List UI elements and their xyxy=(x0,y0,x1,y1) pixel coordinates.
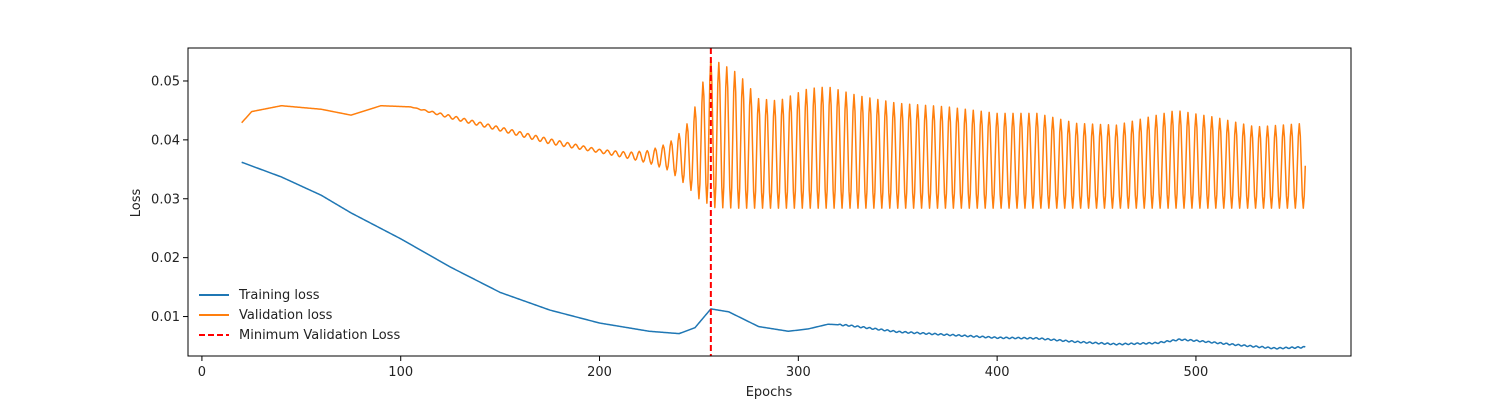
x-tick-label: 500 xyxy=(1184,365,1209,380)
validation-loss-line xyxy=(241,57,1307,209)
y-tick-label: 0.04 xyxy=(151,133,180,148)
legend: Training loss Validation loss Minimum Va… xyxy=(199,288,400,343)
y-tick-label: 0.05 xyxy=(151,74,180,89)
y-tick-label: 0.02 xyxy=(151,251,180,266)
legend-label-validation: Validation loss xyxy=(239,308,333,323)
x-tick-label: 0 xyxy=(198,365,206,380)
legend-label-min-val: Minimum Validation Loss xyxy=(239,328,400,343)
x-tick-label: 300 xyxy=(786,365,811,380)
x-axis: 0 100 200 300 400 500 xyxy=(198,356,1209,380)
training-loss-line xyxy=(241,161,1306,350)
x-axis-label: Epochs xyxy=(746,385,793,400)
legend-label-training: Training loss xyxy=(238,288,320,303)
y-tick-label: 0.03 xyxy=(151,192,180,207)
x-tick-label: 200 xyxy=(587,365,612,380)
x-tick-label: 400 xyxy=(985,365,1010,380)
plot-area xyxy=(241,48,1307,356)
y-tick-label: 0.01 xyxy=(151,310,180,325)
plot-frame xyxy=(187,47,1352,357)
y-axis-label: Loss xyxy=(129,189,144,218)
x-tick-label: 100 xyxy=(388,365,413,380)
y-axis: 0.01 0.02 0.03 0.04 0.05 xyxy=(151,74,188,325)
